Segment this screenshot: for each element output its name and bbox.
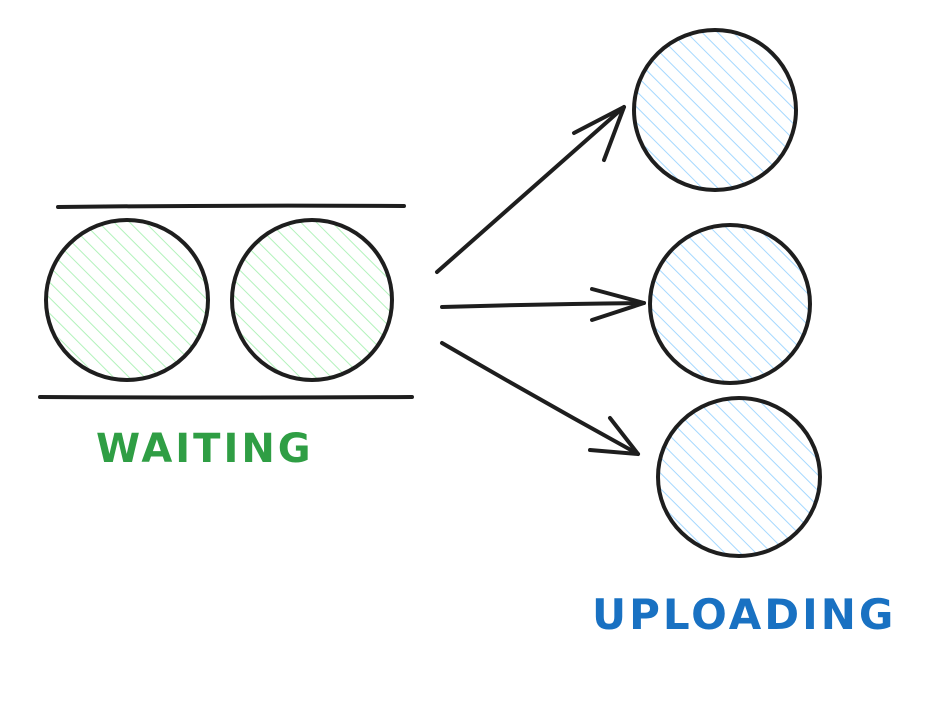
waiting-label: WAITING: [96, 426, 314, 472]
arrow-to-upload-bottom: [442, 343, 638, 454]
uploading-label: UPLOADING: [592, 590, 896, 639]
queue-bottom-rail: [40, 397, 412, 398]
waiting-item: [232, 219, 393, 380]
queue-top-rail: [58, 206, 404, 207]
waiting-item: [46, 218, 208, 380]
uploading-item: [650, 225, 811, 383]
uploading-item: [658, 398, 820, 556]
arrow-to-upload-middle: [442, 289, 644, 320]
uploading-item: [634, 30, 796, 190]
arrow-to-upload-top: [437, 107, 624, 272]
